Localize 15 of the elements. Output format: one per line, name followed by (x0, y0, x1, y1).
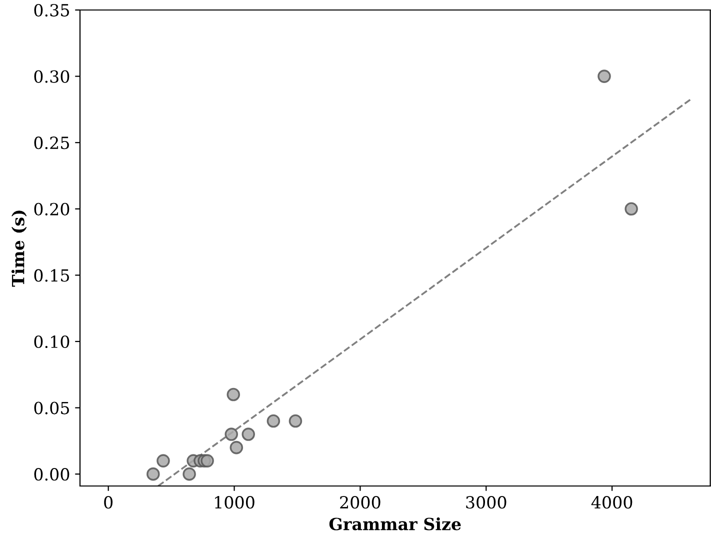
x-tick-label: 4000 (591, 496, 632, 509)
x-axis-title: Grammar Size (329, 517, 461, 530)
y-axis-title: Time (s) (11, 210, 27, 287)
y-tick-label: 0.30 (34, 70, 70, 83)
y-tick-label: 0.25 (34, 136, 69, 150)
y-tick-label: 0.00 (34, 468, 70, 481)
x-tick-label: 0 (104, 496, 113, 509)
y-tick-label: 0.10 (34, 335, 70, 348)
x-tick-label: 2000 (340, 496, 380, 509)
y-tick-label: 0.20 (34, 202, 70, 216)
y-tick-label: 0.05 (34, 402, 69, 414)
x-tick-label: 1000 (215, 496, 254, 509)
x-tick-label: 3000 (466, 496, 506, 509)
y-tick-label: 0.35 (34, 4, 69, 17)
y-tick-label: 0.15 (34, 269, 69, 282)
